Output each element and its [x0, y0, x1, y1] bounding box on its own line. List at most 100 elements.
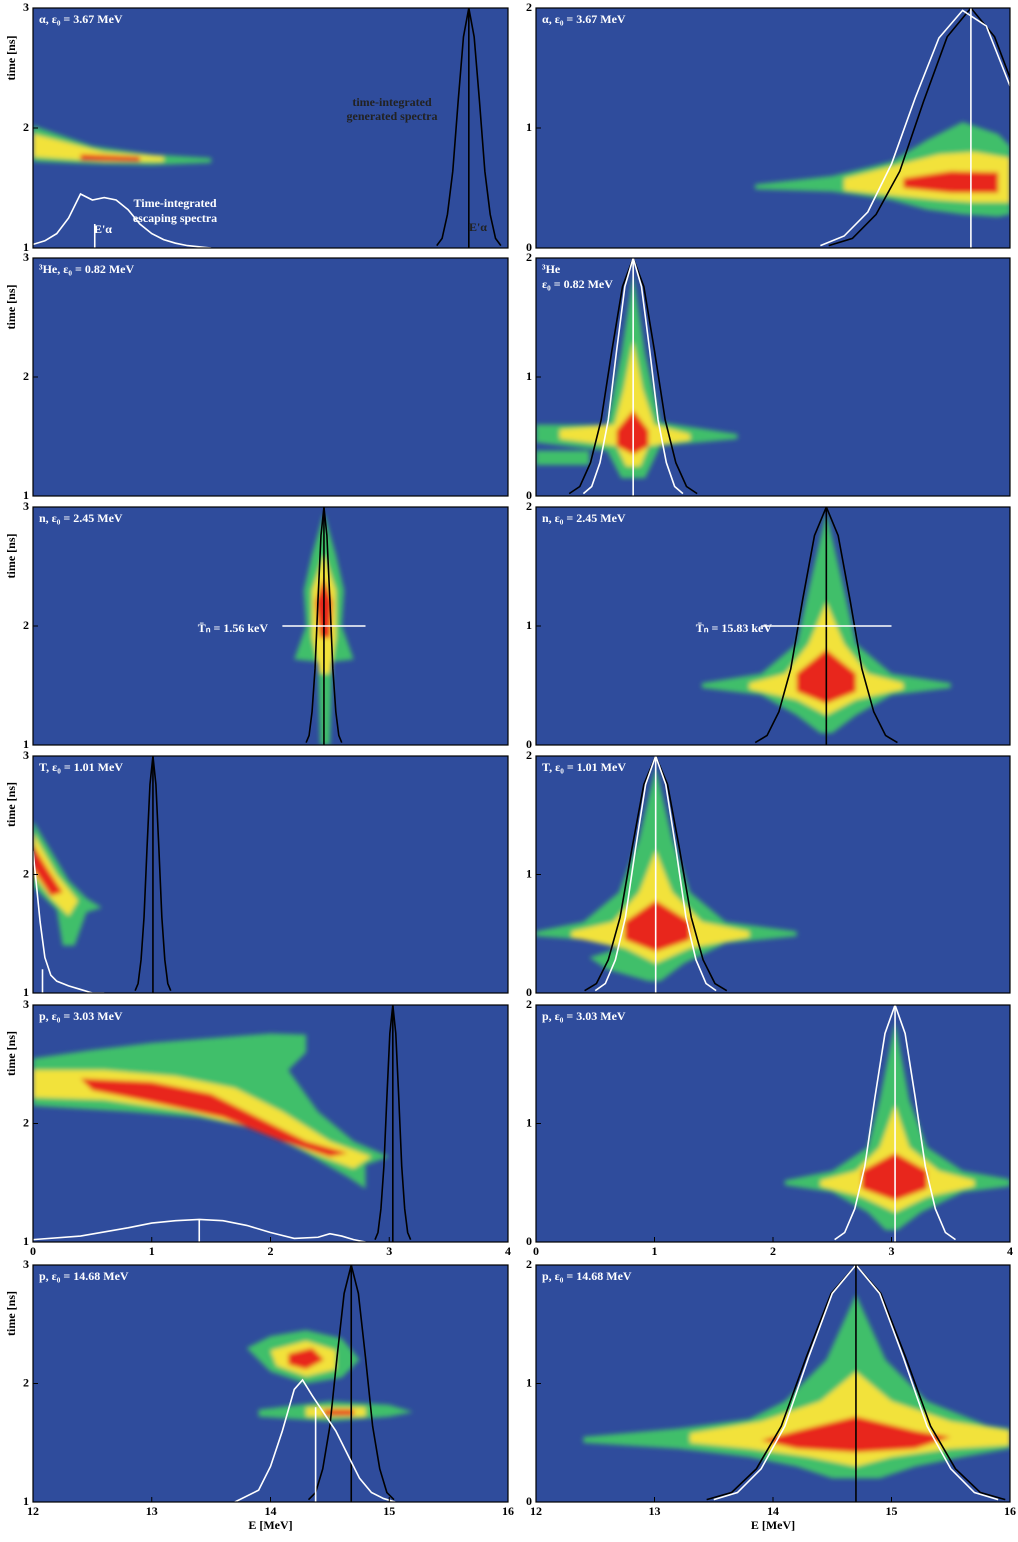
y-tick-label: 1 [23, 737, 29, 751]
annotation: escaping spectra [133, 211, 217, 225]
x-axis-label: E [MeV] [751, 1518, 795, 1532]
x-tick-label: 13 [146, 1504, 158, 1518]
density [536, 275, 738, 479]
y-tick-label: 3 [23, 250, 29, 264]
annotation: E'α [469, 220, 487, 234]
y-tick-label: 2 [23, 1115, 29, 1129]
y-tick-label: 2 [23, 866, 29, 880]
y-tick-label: 2 [526, 250, 532, 264]
spectrum-line [584, 756, 728, 992]
density-region [536, 450, 590, 466]
panel-title: α, ε₀ = 3.67 MeV [39, 12, 123, 26]
plot-area [536, 756, 797, 993]
y-tick-label: 1 [23, 240, 29, 254]
y-tick-label: 2 [23, 120, 29, 134]
plot-area [701, 507, 951, 745]
y-tick-label: 1 [23, 985, 29, 999]
spectrum-line [307, 1265, 395, 1501]
plot-area [755, 8, 1010, 248]
spectrum-line [33, 192, 212, 248]
y-tick-label: 0 [526, 985, 532, 999]
density [33, 821, 102, 946]
plot-area [234, 1265, 413, 1502]
x-tick-label: 3 [386, 1244, 392, 1258]
y-tick-label: 1 [526, 1375, 532, 1389]
y-tick-label: 0 [526, 1234, 532, 1248]
panel-title: n, ε₀ = 2.45 MeV [39, 511, 123, 525]
panel: 0 1 2 α, ε₀ = 3.67 MeV [526, 0, 1011, 254]
spectrum-line [374, 1005, 412, 1240]
spectrum-line [33, 850, 105, 993]
panel-title: ³He [542, 262, 561, 276]
spectrum-line [568, 258, 698, 495]
density-region [559, 341, 691, 467]
plot-background [33, 1265, 508, 1502]
y-axis-label: time [ns] [4, 1291, 18, 1336]
density [536, 767, 797, 982]
panel: 0 1 2 n, ε₀ = 2.45 MeV T̄ₙ = 15.83 keV [526, 499, 1011, 751]
x-tick-label: 1 [652, 1244, 658, 1258]
annotation: generated spectra [347, 109, 438, 123]
panel-title: p, ε₀ = 14.68 MeV [542, 1269, 632, 1283]
plot-area [282, 507, 366, 745]
panel: 1 2 3 ³He, ε₀ = 0.82 MeV time [ns] [4, 250, 509, 502]
x-tick-label: 12 [27, 1504, 39, 1518]
y-axis-label: time [ns] [4, 1031, 18, 1076]
y-axis-label: time [ns] [4, 534, 18, 579]
y-axis-label: time [ns] [4, 782, 18, 827]
y-tick-label: 0 [526, 488, 532, 502]
panel: 1 2 3 α, ε₀ = 3.67 MeV time [ns] time-integra… [4, 0, 509, 254]
y-tick-label: 3 [23, 1257, 29, 1271]
plot-background [33, 8, 508, 248]
spectrum-line [234, 1378, 396, 1502]
spectrum-line [820, 9, 1010, 247]
y-tick-label: 2 [526, 1257, 532, 1271]
annotation: Time-integrated [133, 196, 216, 210]
density-region [33, 844, 63, 896]
panel-title: α, ε₀ = 3.67 MeV [542, 12, 626, 26]
panel-title: n, ε₀ = 2.45 MeV [542, 511, 626, 525]
y-tick-label: 1 [23, 1234, 29, 1248]
plot-area [33, 8, 502, 248]
spectrum-line [582, 258, 684, 495]
x-tick-label: 4 [1007, 1244, 1013, 1258]
x-tick-label: 14 [265, 1504, 277, 1518]
panel-title: ³He, ε₀ = 0.82 MeV [39, 262, 134, 276]
x-tick-label: 2 [770, 1244, 776, 1258]
density-region [33, 821, 102, 946]
panel-subtitle: ε₀ = 0.82 MeV [542, 277, 613, 291]
y-tick-label: 2 [526, 499, 532, 513]
plot-area [536, 258, 738, 496]
y-tick-label: 2 [526, 997, 532, 1011]
y-tick-label: 3 [23, 748, 29, 762]
y-tick-label: 2 [23, 618, 29, 632]
y-axis-label: time [ns] [4, 285, 18, 330]
panel: 0 1 2 T, ε₀ = 1.01 MeV [526, 748, 1011, 999]
spectrum-line [33, 1218, 366, 1242]
plot-area [784, 1005, 1010, 1242]
density-region [33, 134, 164, 162]
panel: 1 2 3 T, ε₀ = 1.01 MeV time [ns] [4, 748, 509, 999]
y-tick-label: 3 [23, 0, 29, 14]
y-tick-label: 2 [23, 369, 29, 383]
density-region [80, 154, 140, 162]
spectrum-line [713, 1265, 999, 1501]
x-tick-label: 4 [505, 1244, 511, 1258]
spectrum-line [594, 756, 717, 992]
x-tick-label: 1 [149, 1244, 155, 1258]
y-tick-label: 1 [526, 1115, 532, 1129]
panel-title: T, ε₀ = 1.01 MeV [542, 760, 626, 774]
panel: 0 1 2 0 1 2 3 4 p, ε₀ = 3.03 MeV [526, 997, 1013, 1258]
x-tick-label: 13 [649, 1504, 661, 1518]
y-tick-label: 3 [23, 997, 29, 1011]
x-tick-label: 2 [268, 1244, 274, 1258]
plot-background [33, 756, 508, 993]
plot-background [33, 258, 508, 496]
density-region [288, 1347, 324, 1370]
density-region [624, 900, 691, 952]
density-region [33, 833, 79, 916]
